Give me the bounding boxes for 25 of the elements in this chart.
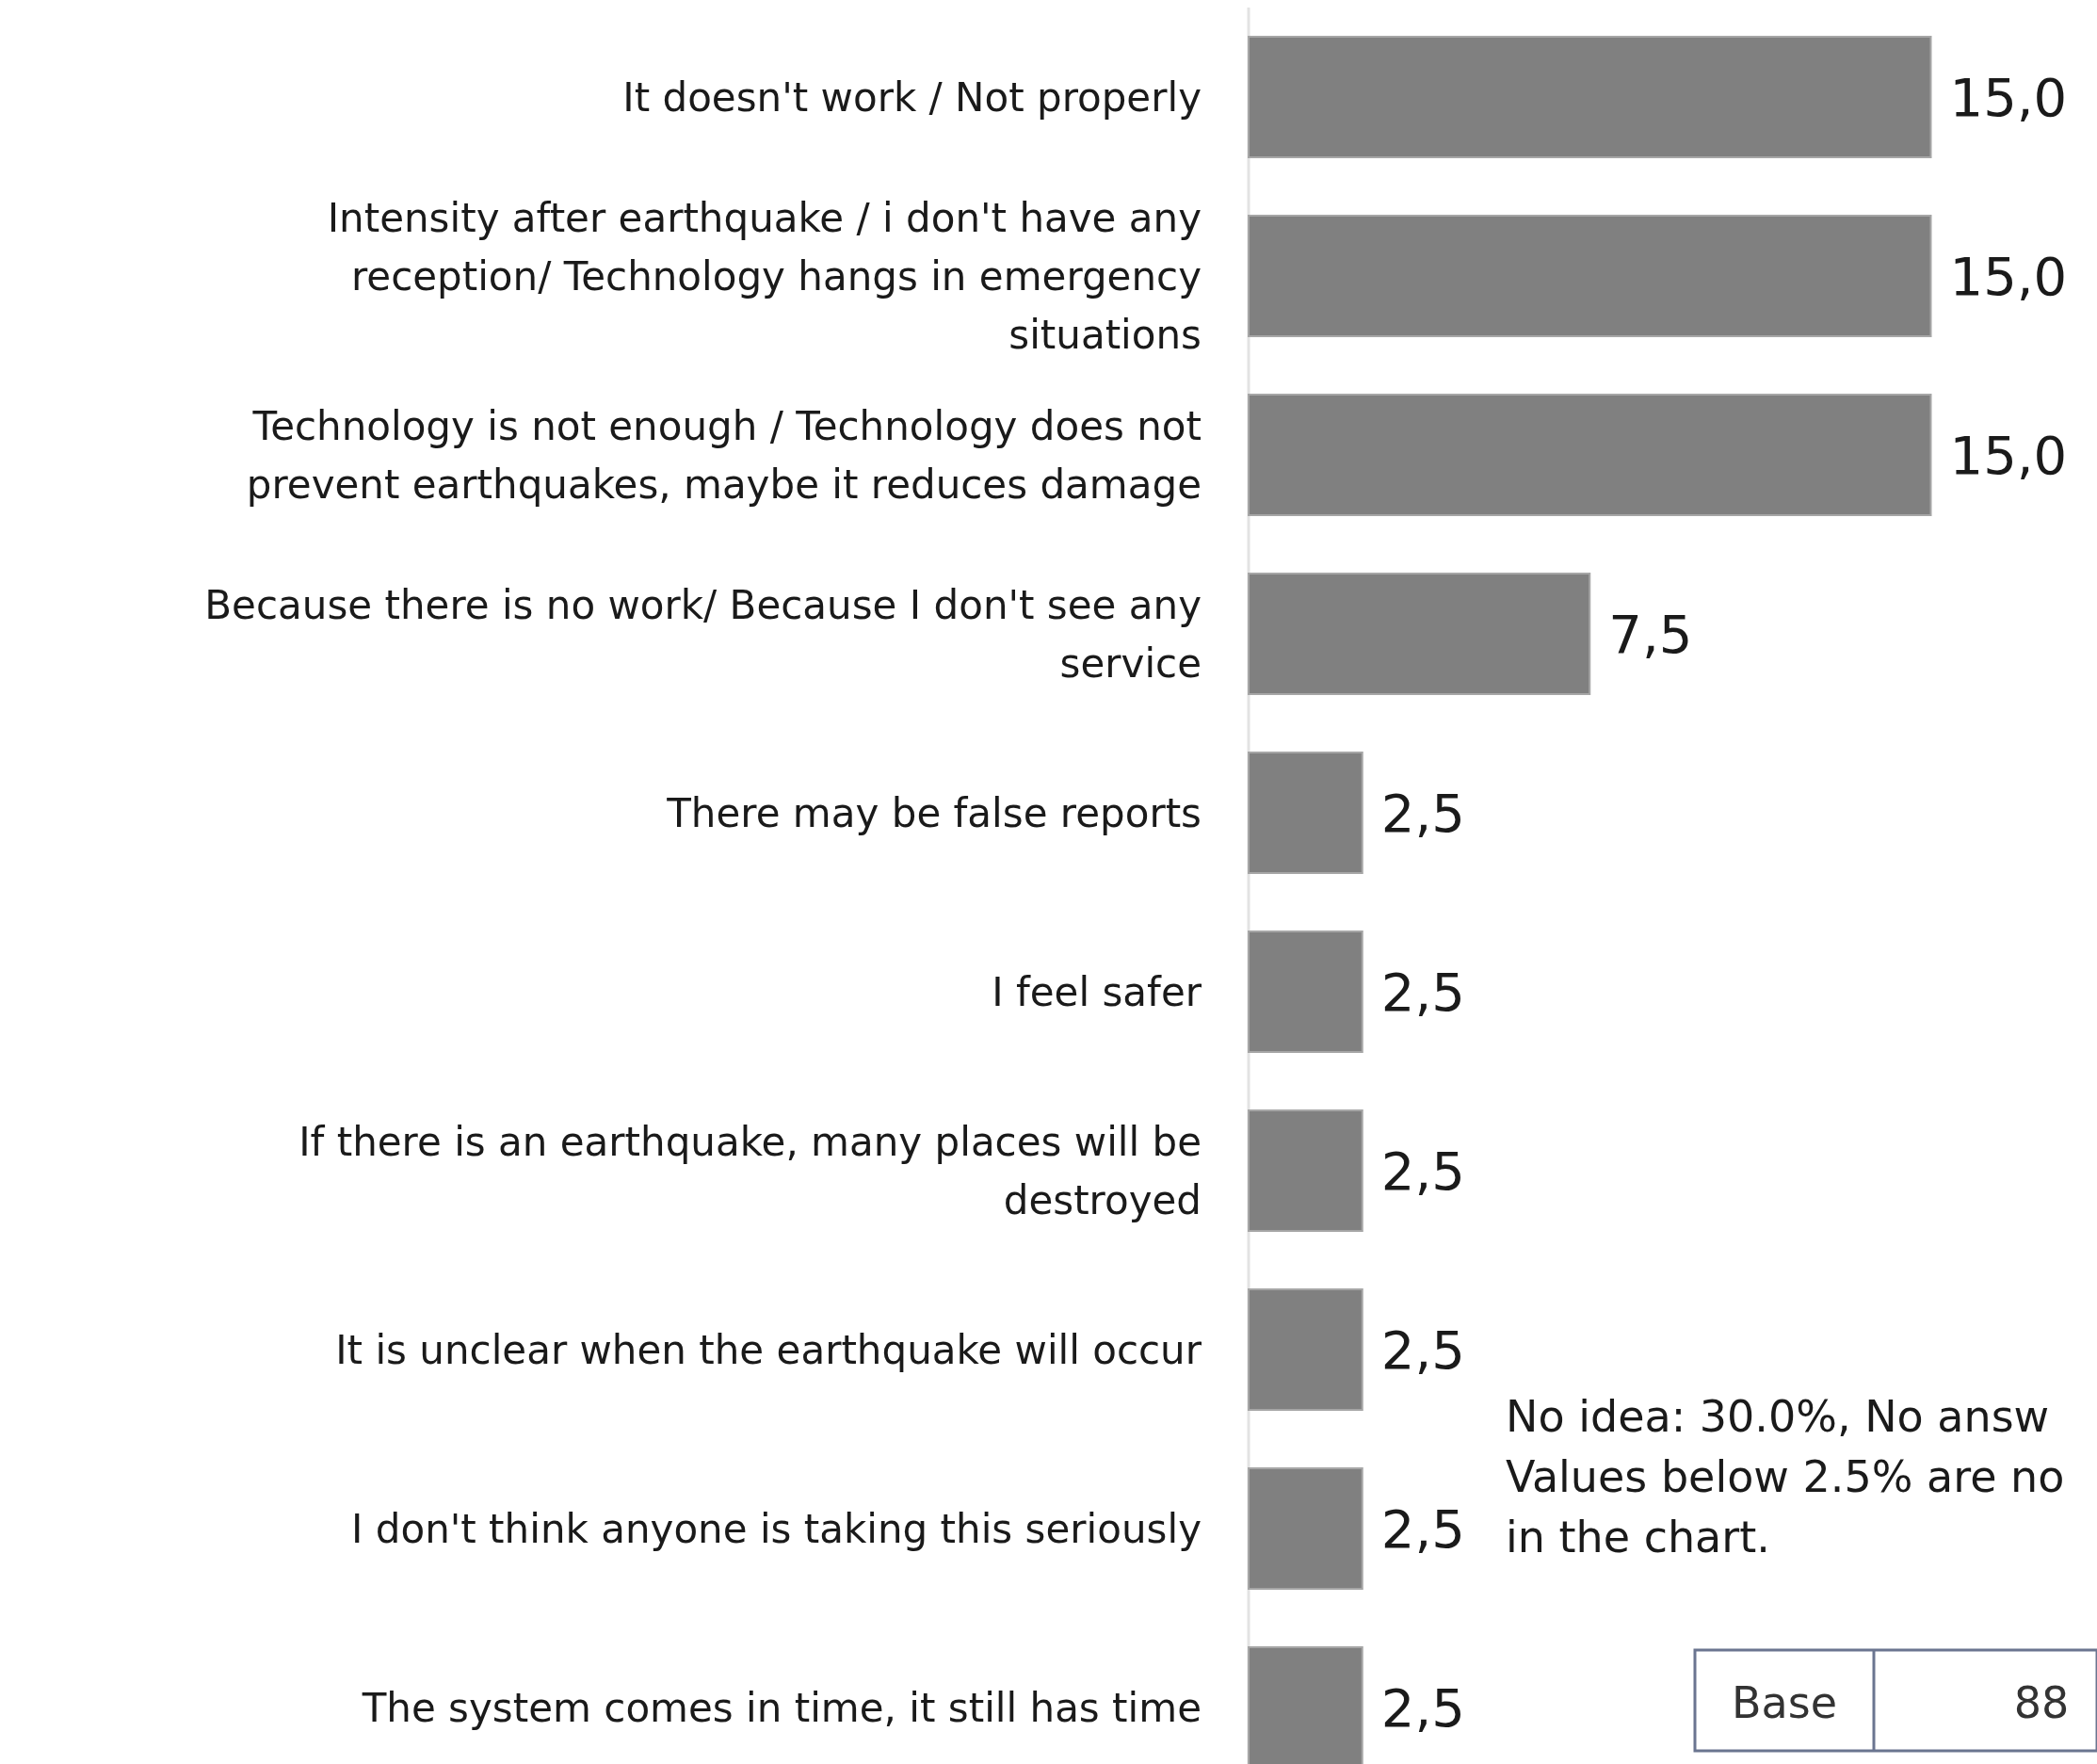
y-tick-label: It doesn't work / Not properly [622, 73, 1202, 121]
data-label: 2,5 [1380, 782, 1465, 844]
data-label: 15,0 [1949, 245, 2068, 307]
data-label: 15,0 [1949, 66, 2068, 128]
annotation: in the chart. [1506, 1512, 1770, 1562]
y-tick-label: Because there is no work/ Because I don't see any service [204, 581, 1202, 687]
y-tick-label: Intensity after earthquake / i don't have any reception/ Technology hangs in emergency situations [327, 194, 1202, 358]
y-tick-label: I don't think anyone is taking this seriously [351, 1505, 1202, 1552]
y-tick-label: Technology is not enough / Technology does not prevent earthquakes, maybe it reduces damage [246, 402, 1202, 508]
y-tick-label: It is unclear when the earthquake will occur [335, 1326, 1202, 1373]
data-label: 2,5 [1380, 1497, 1465, 1560]
y-tick-label: If there is an earthquake, many places will be destroyed [298, 1118, 1202, 1223]
data-label: 15,0 [1949, 424, 2068, 486]
data-label: 7,5 [1608, 603, 1693, 665]
annotation: Base [1731, 1677, 1838, 1728]
y-tick-label: The system comes in time, it still has time [361, 1684, 1202, 1731]
data-label: 2,5 [1380, 1676, 1465, 1739]
data-label: 2,5 [1380, 1140, 1465, 1202]
data-label: 2,5 [1380, 1319, 1465, 1381]
annotation: No idea: 30.0%, No answ [1506, 1391, 2050, 1442]
y-tick-label: There may be false reports [666, 789, 1202, 836]
text: 88 [2013, 1677, 2070, 1728]
annotation: Values below 2.5% are no [1506, 1451, 2065, 1502]
y-tick-label: I feel safer [992, 968, 1202, 1015]
data-label: 2,5 [1380, 961, 1465, 1023]
